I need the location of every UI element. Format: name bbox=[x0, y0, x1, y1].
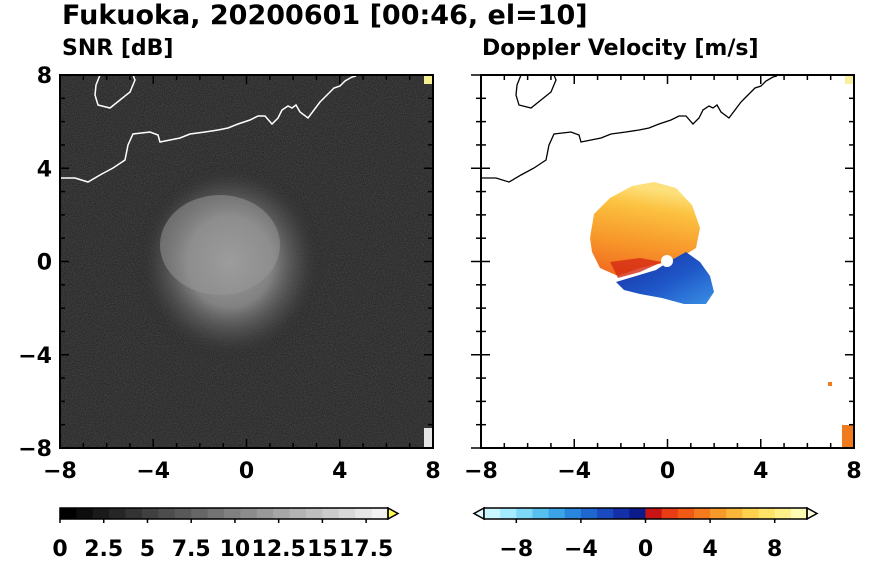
doppler-colorbar: −8 −4 0 4 8 bbox=[472, 506, 819, 562]
doppler-xtick-label: 0 bbox=[660, 459, 675, 484]
colorbar-tick-label: 4 bbox=[702, 537, 717, 562]
colorbar-swatch bbox=[76, 508, 94, 519]
colorbar-swatch bbox=[109, 508, 127, 519]
colorbar-tick-label: 10 bbox=[220, 537, 251, 562]
doppler-plot bbox=[481, 75, 854, 448]
colorbar-swatch bbox=[338, 508, 356, 519]
doppler-xtick-label: 4 bbox=[753, 459, 768, 484]
colorbar-swatch bbox=[774, 508, 792, 519]
snr-xtick-label: 4 bbox=[332, 459, 347, 484]
colorbar-swatch bbox=[564, 508, 582, 519]
doppler-edge-patch bbox=[845, 76, 854, 84]
colorbar-swatch bbox=[142, 508, 159, 519]
snr-xtick-label: −4 bbox=[136, 459, 170, 484]
snr-plot bbox=[60, 75, 433, 448]
colorbar-extend-high bbox=[387, 506, 400, 521]
colorbar-extend-high bbox=[806, 506, 819, 521]
colorbar-tick-label: −8 bbox=[499, 537, 533, 562]
doppler-approaching-region bbox=[616, 252, 714, 304]
colorbar-swatch bbox=[758, 508, 776, 519]
snr-ytick-label: −8 bbox=[18, 437, 52, 462]
colorbar-tick-label: 12.5 bbox=[252, 537, 306, 562]
colorbar-swatch bbox=[661, 508, 679, 519]
snr-panel-title: SNR [dB] bbox=[62, 36, 174, 61]
colorbar-swatch bbox=[790, 508, 808, 519]
colorbar-swatch bbox=[532, 508, 550, 519]
colorbar-swatch bbox=[273, 508, 291, 519]
colorbar-swatch bbox=[322, 508, 340, 519]
doppler-receding-region bbox=[590, 182, 700, 276]
doppler-shear-zone bbox=[610, 258, 662, 278]
colorbar-swatch bbox=[240, 508, 258, 519]
colorbar-swatch bbox=[306, 508, 323, 519]
colorbar-swatch bbox=[597, 508, 614, 519]
colorbar-swatch bbox=[693, 508, 711, 519]
colorbar-swatch bbox=[256, 508, 274, 519]
snr-edge-patch bbox=[424, 76, 433, 84]
radar-site bbox=[661, 255, 673, 267]
colorbar-tick-label: −4 bbox=[564, 537, 598, 562]
colorbar-swatch bbox=[645, 508, 663, 519]
colorbar-tick-label: 8 bbox=[767, 537, 782, 562]
colorbar-tick-label: 17.5 bbox=[339, 537, 393, 562]
figure-title: Fukuoka, 20200601 [00:46, el=10] bbox=[62, 0, 588, 31]
doppler-panel-title: Doppler Velocity [m/s] bbox=[482, 36, 759, 61]
colorbar-swatch bbox=[629, 508, 646, 519]
doppler-speck bbox=[828, 382, 832, 386]
colorbar-swatch bbox=[355, 508, 373, 519]
snr-edge-patch-bottom bbox=[424, 428, 433, 448]
coastline-left bbox=[60, 75, 357, 183]
colorbar-swatch bbox=[207, 508, 225, 519]
colorbar-swatch bbox=[677, 508, 695, 519]
colorbar-swatch bbox=[613, 508, 630, 519]
coastline-right-north bbox=[515, 75, 557, 109]
colorbar-swatch bbox=[224, 508, 241, 519]
colorbar-swatch bbox=[60, 508, 77, 519]
colorbar-swatch bbox=[710, 508, 727, 519]
colorbar-swatch bbox=[371, 508, 389, 519]
colorbar-frame bbox=[59, 507, 389, 520]
coastline-left-north bbox=[94, 75, 136, 109]
colorbar-extend-low bbox=[472, 506, 485, 521]
snr-xtick-label: 8 bbox=[425, 459, 440, 484]
doppler-xtick-label: −8 bbox=[464, 459, 498, 484]
colorbar-swatch bbox=[580, 508, 598, 519]
colorbar-tick-label: 5 bbox=[140, 537, 155, 562]
colorbar-swatch bbox=[516, 508, 533, 519]
snr-ytick-label: −4 bbox=[18, 344, 52, 369]
colorbar-swatch bbox=[742, 508, 760, 519]
colorbar-swatch bbox=[125, 508, 143, 519]
snr-colorbar: 0 2.5 5 7.5 10 12.5 15 17.5 bbox=[52, 506, 400, 562]
coastline-right bbox=[481, 75, 778, 183]
colorbar-swatch bbox=[548, 508, 566, 519]
snr-xtick-label: −8 bbox=[43, 459, 77, 484]
snr-ytick-label: 4 bbox=[37, 157, 52, 182]
colorbar-tick-label: 15 bbox=[307, 537, 338, 562]
snr-ytick-label: 8 bbox=[37, 64, 52, 89]
snr-xtick-label: 0 bbox=[239, 459, 254, 484]
colorbar-swatch bbox=[92, 508, 110, 519]
colorbar-swatch bbox=[174, 508, 192, 519]
colorbar-swatch bbox=[191, 508, 209, 519]
snr-ytick-label: 0 bbox=[37, 251, 52, 276]
doppler-xtick-label: −4 bbox=[557, 459, 591, 484]
snr-echo-core bbox=[160, 195, 280, 295]
colorbar-tick-label: 0 bbox=[638, 537, 653, 562]
colorbar-swatch bbox=[726, 508, 743, 519]
colorbar-tick-label: 7.5 bbox=[172, 537, 211, 562]
colorbar-swatch bbox=[484, 508, 501, 519]
colorbar-tick-label: 0 bbox=[52, 537, 67, 562]
colorbar-swatch bbox=[158, 508, 176, 519]
colorbar-tick-label: 2.5 bbox=[84, 537, 123, 562]
doppler-edge-patch-bottom bbox=[842, 425, 854, 448]
colorbar-swatch bbox=[289, 508, 307, 519]
doppler-xtick-label: 8 bbox=[846, 459, 861, 484]
colorbar-swatch bbox=[500, 508, 517, 519]
